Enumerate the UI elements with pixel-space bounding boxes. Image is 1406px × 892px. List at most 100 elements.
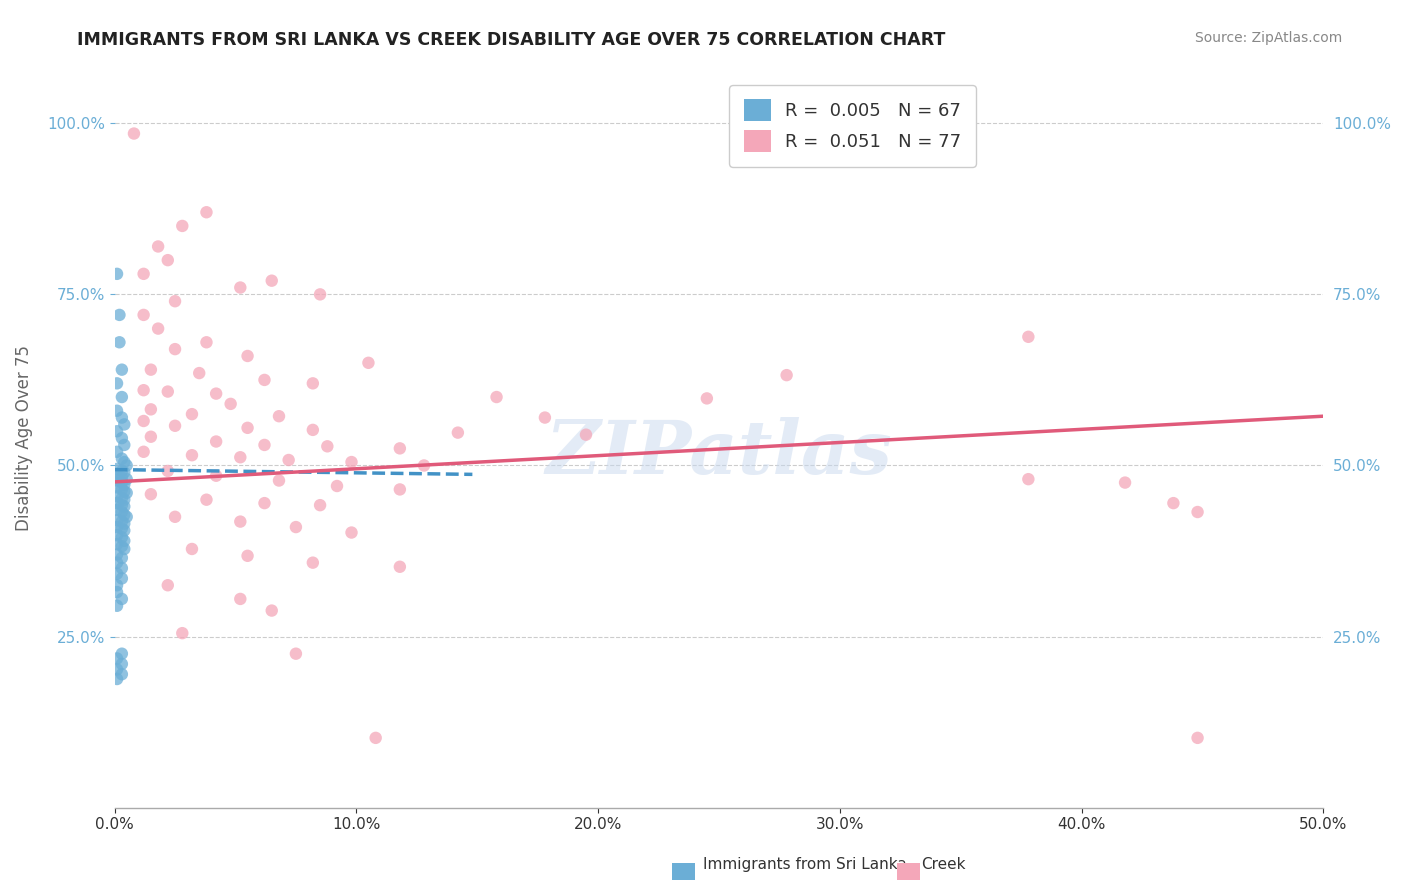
Point: [105, 444, 128, 458]
Point: [105, 566, 128, 581]
Point: [156, 253, 179, 268]
Point: [111, 498, 134, 512]
Point: [163, 294, 186, 309]
Point: [111, 539, 134, 553]
Point: [105, 513, 128, 527]
Point: [1187, 731, 1209, 745]
Point: [163, 509, 186, 524]
Point: [139, 402, 162, 417]
Point: [132, 383, 155, 397]
Point: [111, 667, 134, 681]
Point: [105, 403, 128, 417]
Point: [105, 462, 128, 476]
Point: [1114, 475, 1136, 490]
Point: [301, 423, 323, 437]
Point: [112, 455, 135, 469]
Point: [413, 458, 436, 473]
Point: [105, 496, 128, 510]
Point: [146, 321, 169, 335]
Point: [181, 407, 204, 421]
Point: [105, 528, 128, 542]
Point: [301, 556, 323, 570]
Point: [112, 541, 135, 556]
Point: [111, 505, 134, 519]
Point: [112, 533, 135, 548]
Point: [146, 239, 169, 253]
Point: [357, 356, 380, 370]
Point: [696, 392, 718, 406]
Point: [253, 373, 276, 387]
Point: [115, 472, 138, 486]
Point: [340, 455, 363, 469]
Point: [111, 647, 134, 661]
Point: [229, 515, 252, 529]
Point: [111, 521, 134, 535]
Point: [111, 657, 134, 671]
Point: [112, 500, 135, 514]
Point: [112, 508, 135, 522]
Point: [111, 362, 134, 376]
Point: [105, 662, 128, 676]
Point: [105, 468, 128, 483]
Point: [112, 417, 135, 432]
Point: [575, 427, 598, 442]
Point: [139, 487, 162, 501]
Point: [163, 418, 186, 433]
Point: [260, 603, 283, 617]
Point: [108, 335, 131, 350]
Point: [105, 520, 128, 534]
Point: [195, 335, 218, 350]
Point: [195, 205, 218, 219]
Text: ZIPatlas: ZIPatlas: [546, 417, 893, 489]
Point: [260, 274, 283, 288]
Point: [326, 479, 349, 493]
Point: [112, 466, 135, 480]
Point: [236, 421, 259, 435]
Point: [236, 549, 259, 563]
Point: [388, 483, 411, 497]
Point: [172, 219, 194, 233]
Point: [172, 626, 194, 640]
Point: [388, 559, 411, 574]
Point: [111, 410, 134, 425]
Point: [105, 672, 128, 686]
Point: [253, 496, 276, 510]
Point: [112, 524, 135, 538]
Point: [301, 376, 323, 391]
Point: [112, 477, 135, 491]
Point: [111, 483, 134, 497]
Point: [1017, 330, 1039, 344]
Point: [112, 484, 135, 499]
Point: [253, 438, 276, 452]
Point: [132, 308, 155, 322]
Point: [105, 548, 128, 562]
Point: [105, 489, 128, 503]
Point: [284, 520, 307, 534]
Point: [181, 541, 204, 556]
Point: [105, 424, 128, 438]
Point: [105, 599, 128, 613]
Point: [112, 492, 135, 507]
Point: [111, 475, 134, 490]
Point: [112, 516, 135, 531]
Point: [309, 498, 332, 512]
Point: [236, 349, 259, 363]
Point: [105, 556, 128, 570]
Point: [1187, 505, 1209, 519]
Point: [534, 410, 557, 425]
Text: IMMIGRANTS FROM SRI LANKA VS CREEK DISABILITY AGE OVER 75 CORRELATION CHART: IMMIGRANTS FROM SRI LANKA VS CREEK DISAB…: [77, 31, 946, 49]
Point: [105, 651, 128, 665]
Point: [156, 578, 179, 592]
Point: [229, 591, 252, 606]
Point: [105, 585, 128, 599]
Point: [156, 464, 179, 478]
Point: [229, 450, 252, 465]
Point: [111, 571, 134, 585]
Point: [111, 431, 134, 445]
Point: [115, 509, 138, 524]
Point: [111, 471, 134, 485]
Point: [111, 561, 134, 575]
Point: [132, 444, 155, 458]
Point: [181, 448, 204, 462]
Point: [111, 491, 134, 506]
